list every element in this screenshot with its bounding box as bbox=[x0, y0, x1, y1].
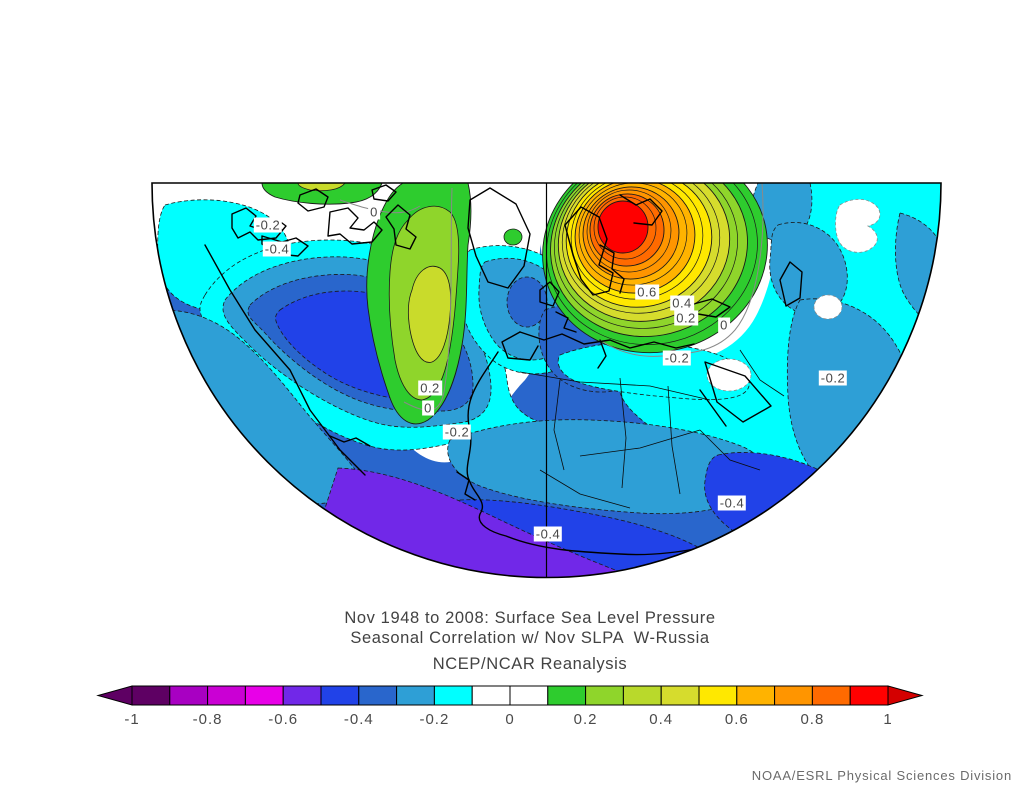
colorbar-tick-label: -1 bbox=[124, 711, 139, 728]
colorbar-segment bbox=[547, 685, 587, 706]
colorbar-segment bbox=[358, 685, 398, 706]
colorbar-segment bbox=[282, 685, 322, 706]
contour-label: -0.2 bbox=[442, 424, 472, 440]
contour-label: 0.2 bbox=[674, 310, 698, 326]
contour-label: -0.4 bbox=[533, 526, 563, 542]
colorbar-tick-label: -0.4 bbox=[344, 711, 374, 728]
colorbar-segment bbox=[131, 685, 171, 706]
map-fill-layers bbox=[152, 183, 941, 578]
colorbar-segment bbox=[471, 685, 511, 706]
colorbar-tick-label: 0.6 bbox=[725, 711, 749, 728]
map-boundary bbox=[151, 182, 942, 579]
colorbar-segment bbox=[660, 685, 700, 706]
colorbar-tick-label: 0.8 bbox=[800, 711, 824, 728]
contour-label: 0.2 bbox=[418, 380, 442, 396]
contour-label: 0.4 bbox=[670, 295, 694, 311]
colorbar-segment bbox=[244, 685, 284, 706]
contour-label: -0.4 bbox=[262, 241, 292, 257]
figure-title-line2: Seasonal Correlation w/ Nov SLPA W-Russi… bbox=[350, 629, 710, 647]
colorbar-tick-label: -0.6 bbox=[268, 711, 298, 728]
colorbar-segment bbox=[774, 685, 813, 706]
colorbar-arrow bbox=[96, 685, 133, 706]
contour-label: 0.6 bbox=[635, 284, 659, 300]
colorbar-segment bbox=[736, 685, 776, 706]
colorbar-tick-label: 0.4 bbox=[649, 711, 673, 728]
contour-label: 0 bbox=[718, 317, 730, 333]
colorbar-tick-label: -0.2 bbox=[419, 711, 449, 728]
figure-dataset-line: NCEP/NCAR Reanalysis bbox=[432, 655, 628, 673]
contour-label: 0 bbox=[422, 400, 434, 416]
contour-label: -0.2 bbox=[253, 217, 283, 233]
contour-label: -0.2 bbox=[662, 350, 692, 366]
colorbar-tick-label: -0.8 bbox=[193, 711, 223, 728]
country-borders-layer bbox=[519, 349, 785, 509]
contour-label: -0.2 bbox=[818, 370, 848, 386]
figure-title-line1: Nov 1948 to 2008: Surface Sea Level Pres… bbox=[344, 609, 716, 627]
colorbar-segment bbox=[622, 685, 662, 706]
credit-text: NOAA/ESRL Physical Sciences Division bbox=[751, 768, 1012, 783]
colorbar-tick-label: 0 bbox=[505, 711, 514, 728]
colorbar-segment bbox=[509, 685, 549, 706]
colorbar-segment bbox=[396, 685, 435, 706]
colorbar-segment bbox=[320, 685, 360, 706]
colorbar-segment bbox=[811, 685, 851, 706]
colorbar-segment bbox=[433, 685, 473, 706]
contour-label: 0 bbox=[368, 204, 380, 220]
colorbar-segment bbox=[207, 685, 246, 706]
colorbar: -1 -0.8 -0.6 -0.4 -0.2 0 0.2 0.4 0.6 0.8 1 bbox=[96, 685, 924, 728]
colorbar-tick-label: 0.2 bbox=[574, 711, 598, 728]
colorbar-tick-label: 1 bbox=[883, 711, 892, 728]
colorbar-segment bbox=[849, 685, 889, 706]
colorbar-segment bbox=[585, 685, 624, 706]
colorbar-segment bbox=[698, 685, 738, 706]
colorbar-segment bbox=[169, 685, 209, 706]
contour-label: -0.4 bbox=[717, 495, 747, 511]
colorbar-arrow bbox=[887, 685, 924, 706]
